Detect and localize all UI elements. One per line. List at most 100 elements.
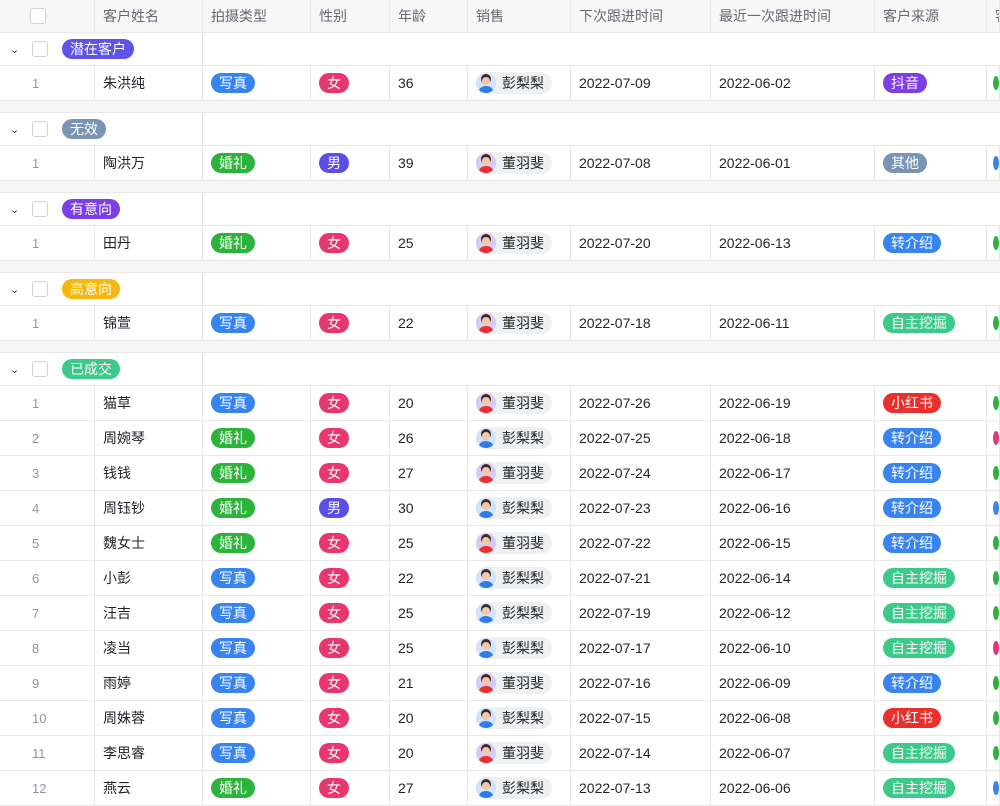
cell[interactable]: 写真 (203, 306, 311, 340)
table-row[interactable]: 6 小彭 写真 女 22 彭梨梨 2022-07-21 2022-06-14 自主挖掘 (0, 561, 1000, 596)
cell[interactable]: 婚礼 (203, 146, 311, 180)
cell[interactable]: 彭梨梨 (468, 631, 571, 665)
cell[interactable] (987, 386, 1000, 420)
cell[interactable]: 董羽斐 (468, 226, 571, 260)
next-followup-date[interactable]: 2022-07-15 (571, 701, 711, 735)
group-header[interactable]: ⌄ 无效 (0, 113, 1000, 146)
age-cell[interactable]: 36 (390, 66, 468, 100)
customer-name[interactable]: 李思睿 (95, 736, 203, 770)
column-header[interactable]: 性别 (311, 0, 390, 32)
cell[interactable]: 女 (311, 306, 390, 340)
last-followup-date[interactable]: 2022-06-12 (711, 596, 875, 630)
age-cell[interactable]: 25 (390, 631, 468, 665)
next-followup-date[interactable]: 2022-07-24 (571, 456, 711, 490)
cell[interactable]: 自主挖掘 (875, 596, 987, 630)
cell[interactable] (987, 456, 1000, 490)
cell[interactable] (987, 421, 1000, 455)
table-row[interactable]: 7 汪吉 写真 女 25 彭梨梨 2022-07-19 2022-06-12 自主挖掘 (0, 596, 1000, 631)
cell[interactable]: 彭梨梨 (468, 66, 571, 100)
table-row[interactable]: 9 雨婷 写真 女 21 董羽斐 2022-07-16 2022-06-09 转介绍 (0, 666, 1000, 701)
table-row[interactable]: 1 猫草 写真 女 20 董羽斐 2022-07-26 2022-06-19 小红书 (0, 386, 1000, 421)
customer-name[interactable]: 猫草 (95, 386, 203, 420)
column-header[interactable]: 年龄 (390, 0, 468, 32)
table-row[interactable]: 11 李思睿 写真 女 20 董羽斐 2022-07-14 2022-06-07 自主挖掘 (0, 736, 1000, 771)
cell[interactable]: 写真 (203, 736, 311, 770)
cell[interactable]: 婚礼 (203, 526, 311, 560)
last-followup-date[interactable]: 2022-06-07 (711, 736, 875, 770)
cell[interactable]: 转介绍 (875, 226, 987, 260)
group-checkbox[interactable] (32, 121, 48, 137)
cell[interactable] (987, 306, 1000, 340)
cell[interactable]: 女 (311, 226, 390, 260)
group-header[interactable]: ⌄ 有意向 (0, 193, 1000, 226)
cell[interactable]: 女 (311, 456, 390, 490)
chevron-down-icon[interactable]: ⌄ (10, 43, 20, 56)
customer-name[interactable]: 锦萱 (95, 306, 203, 340)
table-row[interactable]: 1 陶洪万 婚礼 男 39 董羽斐 2022-07-08 2022-06-01 其他 (0, 146, 1000, 181)
chevron-down-icon[interactable]: ⌄ (10, 363, 20, 376)
customer-name[interactable]: 周婉琴 (95, 421, 203, 455)
cell[interactable]: 自主挖掘 (875, 771, 987, 805)
last-followup-date[interactable]: 2022-06-02 (711, 66, 875, 100)
cell[interactable]: 女 (311, 561, 390, 595)
cell[interactable]: 女 (311, 736, 390, 770)
chevron-down-icon[interactable]: ⌄ (10, 203, 20, 216)
customer-name[interactable]: 雨婷 (95, 666, 203, 700)
column-header[interactable]: 销售 (468, 0, 571, 32)
cell[interactable] (987, 736, 1000, 770)
customer-name[interactable]: 汪吉 (95, 596, 203, 630)
customer-name[interactable]: 凌当 (95, 631, 203, 665)
table-row[interactable]: 1 锦萱 写真 女 22 董羽斐 2022-07-18 2022-06-11 自主挖掘 (0, 306, 1000, 341)
next-followup-date[interactable]: 2022-07-22 (571, 526, 711, 560)
customer-name[interactable]: 陶洪万 (95, 146, 203, 180)
age-cell[interactable]: 22 (390, 561, 468, 595)
age-cell[interactable]: 26 (390, 421, 468, 455)
cell[interactable]: 自主挖掘 (875, 561, 987, 595)
cell[interactable]: 写真 (203, 596, 311, 630)
cell[interactable]: 婚礼 (203, 456, 311, 490)
cell[interactable]: 女 (311, 386, 390, 420)
table-row[interactable]: 10 周姝蓉 写真 女 20 彭梨梨 2022-07-15 2022-06-08 小红书 (0, 701, 1000, 736)
next-followup-date[interactable]: 2022-07-08 (571, 146, 711, 180)
cell[interactable]: 写真 (203, 561, 311, 595)
customer-name[interactable]: 周钰钞 (95, 491, 203, 525)
last-followup-date[interactable]: 2022-06-18 (711, 421, 875, 455)
next-followup-date[interactable]: 2022-07-23 (571, 491, 711, 525)
cell[interactable]: 转介绍 (875, 456, 987, 490)
cell[interactable] (987, 491, 1000, 525)
customer-name[interactable]: 朱洪纯 (95, 66, 203, 100)
select-all-checkbox[interactable] (30, 8, 46, 24)
cell[interactable]: 董羽斐 (468, 146, 571, 180)
cell[interactable]: 婚礼 (203, 421, 311, 455)
cell[interactable]: 董羽斐 (468, 386, 571, 420)
next-followup-date[interactable]: 2022-07-09 (571, 66, 711, 100)
column-header[interactable]: 拍摄类型 (203, 0, 311, 32)
cell[interactable]: 女 (311, 421, 390, 455)
cell[interactable]: 彭梨梨 (468, 421, 571, 455)
cell[interactable]: 董羽斐 (468, 456, 571, 490)
table-row[interactable]: 1 朱洪纯 写真 女 36 彭梨梨 2022-07-09 2022-06-02 抖音 (0, 66, 1000, 101)
cell[interactable]: 转介绍 (875, 491, 987, 525)
customer-name[interactable]: 钱钱 (95, 456, 203, 490)
group-checkbox[interactable] (32, 41, 48, 57)
cell[interactable]: 董羽斐 (468, 666, 571, 700)
cell[interactable]: 写真 (203, 701, 311, 735)
table-row[interactable]: 3 钱钱 婚礼 女 27 董羽斐 2022-07-24 2022-06-17 转介绍 (0, 456, 1000, 491)
last-followup-date[interactable]: 2022-06-09 (711, 666, 875, 700)
cell[interactable]: 转介绍 (875, 421, 987, 455)
age-cell[interactable]: 25 (390, 526, 468, 560)
customer-name[interactable]: 小彭 (95, 561, 203, 595)
cell[interactable]: 小红书 (875, 701, 987, 735)
last-followup-date[interactable]: 2022-06-10 (711, 631, 875, 665)
column-header[interactable]: 最近一次跟进时间 (711, 0, 875, 32)
column-header[interactable]: 客 (987, 0, 1000, 32)
next-followup-date[interactable]: 2022-07-19 (571, 596, 711, 630)
cell[interactable] (987, 146, 1000, 180)
last-followup-date[interactable]: 2022-06-16 (711, 491, 875, 525)
table-row[interactable]: 12 燕云 婚礼 女 27 彭梨梨 2022-07-13 2022-06-06 自主挖掘 (0, 771, 1000, 806)
cell[interactable]: 女 (311, 701, 390, 735)
age-cell[interactable]: 27 (390, 456, 468, 490)
cell[interactable]: 自主挖掘 (875, 306, 987, 340)
cell[interactable] (987, 596, 1000, 630)
group-header[interactable]: ⌄ 高意向 (0, 273, 1000, 306)
